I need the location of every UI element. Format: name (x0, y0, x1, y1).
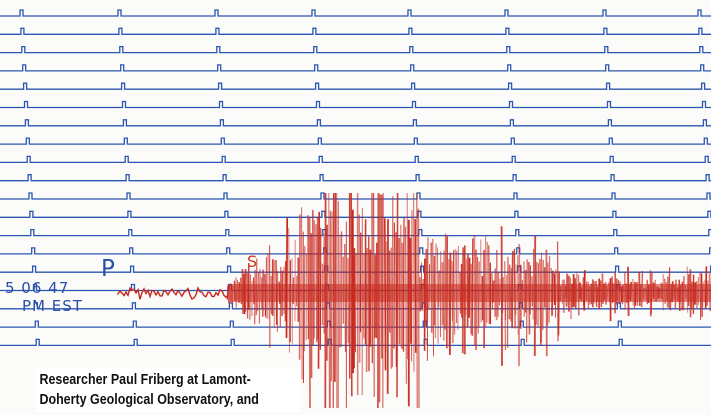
trace-line (0, 210, 711, 218)
trace-line (0, 64, 711, 72)
trace-line (0, 82, 711, 90)
trace-line (0, 100, 711, 109)
trace-line (0, 45, 711, 54)
trace-line (0, 247, 711, 255)
photo-caption: Researcher Paul Friberg at Lamont- Doher… (36, 368, 301, 412)
trace-line (0, 192, 711, 200)
timezone-annotation: PM EST (22, 297, 83, 315)
trace-line (0, 174, 711, 182)
trace-line (0, 137, 711, 145)
trace-line (0, 119, 711, 127)
arrival-time-annotation: 5 06 47 (5, 279, 70, 297)
earthquake-signal (117, 192, 711, 409)
s-wave-annotation: S (247, 252, 258, 271)
caption-line-1: Researcher Paul Friberg at Lamont- (39, 372, 251, 388)
trace-line (0, 27, 711, 35)
trace-line (0, 9, 711, 17)
p-wave-annotation: P (101, 256, 115, 282)
trace-line (0, 228, 711, 237)
trace-line (0, 155, 711, 164)
caption-line-2: Doherty Geological Observatory, and (39, 392, 259, 408)
